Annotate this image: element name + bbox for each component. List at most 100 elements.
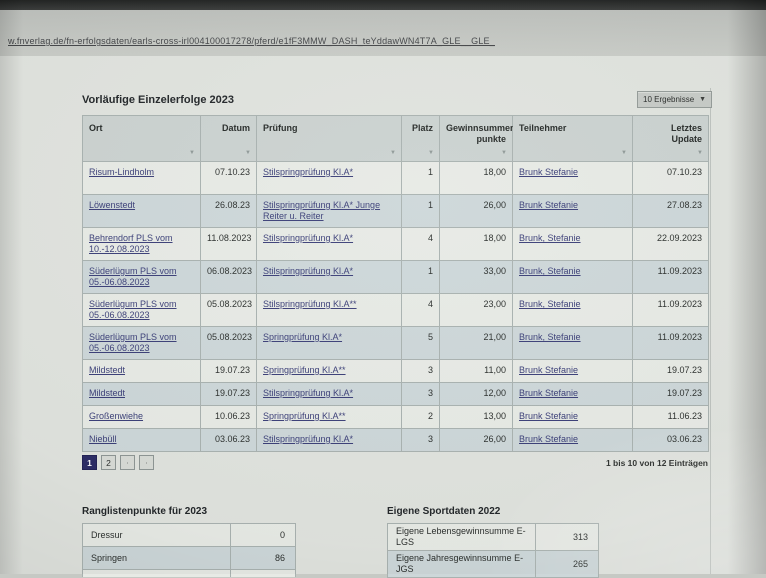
ort-link[interactable]: Behrendorf PLS vom 10.-12.08.2023 xyxy=(89,233,173,254)
browser-chrome: w.fnverlag.de/fn-erfolgsdaten/earls-cros… xyxy=(0,10,766,56)
pruefung-cell: Stilspringprüfung Kl.A* xyxy=(257,429,402,452)
gewinnsummenpunkte-cell: 18,00 xyxy=(440,162,513,195)
sort-icon[interactable]: ▼ xyxy=(697,148,703,159)
pruefung-cell: Stilspringprüfung Kl.A* xyxy=(257,383,402,406)
table-row: Süderlügum PLS vom 05.-06.08.2023 05.08.2… xyxy=(83,294,709,327)
teilnehmer-link[interactable]: Brunk Stefanie xyxy=(519,167,578,177)
pruefung-link[interactable]: Stilspringprüfung Kl.A* xyxy=(263,233,353,243)
sort-icon[interactable]: ▼ xyxy=(428,148,434,159)
teilnehmer-link[interactable]: Brunk, Stefanie xyxy=(519,266,581,276)
results-per-page-select[interactable]: 10 Ergebnisse ▼ xyxy=(637,91,712,108)
pagination-page-button[interactable]: 1 xyxy=(82,455,97,470)
last-page-icon xyxy=(146,459,147,467)
pruefung-link[interactable]: Springprüfung Kl.A** xyxy=(263,411,346,421)
platz-cell: 4 xyxy=(402,294,440,327)
datum-cell: 03.06.23 xyxy=(201,429,257,452)
pruefung-link[interactable]: Stilspringprüfung Kl.A* Junge Reiter u. … xyxy=(263,200,380,221)
teilnehmer-link[interactable]: Brunk, Stefanie xyxy=(519,299,581,309)
results-per-page-value: 10 Ergebnisse xyxy=(643,95,694,104)
column-header-gewinnsummenpunkte[interactable]: Gewinnsummen­punkte ▼ xyxy=(440,116,513,162)
column-header-pruefung[interactable]: Prüfung ▼ xyxy=(257,116,402,162)
letztes-update-cell: 07.10.23 xyxy=(633,162,709,195)
ort-cell: Risum-Lindholm xyxy=(83,162,201,195)
teilnehmer-cell: Brunk, Stefanie xyxy=(513,327,633,360)
ort-link[interactable]: Süderlügum PLS vom 05.-06.08.2023 xyxy=(89,266,177,287)
table-row: Risum-Lindholm 07.10.23 Stilspringprüfung … xyxy=(83,162,709,195)
ort-cell: Behrendorf PLS vom 10.-12.08.2023 xyxy=(83,228,201,261)
pruefung-link[interactable]: Springprüfung Kl.A* xyxy=(263,332,342,342)
sort-icon[interactable]: ▼ xyxy=(390,148,396,159)
datum-cell: 06.08.2023 xyxy=(201,261,257,294)
ort-link[interactable]: Süderlügum PLS vom 05.-06.08.2023 xyxy=(89,299,177,320)
pruefung-link[interactable]: Stilspringprüfung Kl.A* xyxy=(263,434,353,444)
ort-link[interactable]: Mildstedt xyxy=(89,388,125,398)
pagination-page-button[interactable]: 2 xyxy=(101,455,116,470)
ort-link[interactable]: Süderlügum PLS vom 05.-06.08.2023 xyxy=(89,332,177,353)
teilnehmer-link[interactable]: Brunk Stefanie xyxy=(519,411,578,421)
sort-icon[interactable]: ▼ xyxy=(621,148,627,159)
teilnehmer-cell: Brunk, Stefanie xyxy=(513,294,633,327)
teilnehmer-link[interactable]: Brunk Stefanie xyxy=(519,365,578,375)
letztes-update-cell: 19.07.23 xyxy=(633,360,709,383)
content-right-border xyxy=(710,88,711,574)
column-header-ort[interactable]: Ort ▼ xyxy=(83,116,201,162)
column-header-letztes-update[interactable]: Letztes Update ▼ xyxy=(633,116,709,162)
letztes-update-cell: 22.09.2023 xyxy=(633,228,709,261)
results-header-row: Ort ▼ Datum ▼ Prüfung ▼ Platz ▼ Gewinnsu… xyxy=(83,116,709,162)
pruefung-cell: Stilspringprüfung Kl.A* Junge Reiter u. … xyxy=(257,195,402,228)
platz-cell: 1 xyxy=(402,195,440,228)
pruefung-cell: Springprüfung Kl.A* xyxy=(257,327,402,360)
table-row: Löwenstedt 26.08.23 Stilspringprüfung Kl.A… xyxy=(83,195,709,228)
teilnehmer-link[interactable]: Brunk Stefanie xyxy=(519,200,578,210)
datum-cell: 05.08.2023 xyxy=(201,327,257,360)
platz-cell: 2 xyxy=(402,406,440,429)
teilnehmer-cell: Brunk Stefanie xyxy=(513,195,633,228)
ort-link[interactable]: Risum-Lindholm xyxy=(89,167,154,177)
ort-link[interactable]: Mildstedt xyxy=(89,365,125,375)
sort-icon[interactable]: ▼ xyxy=(245,148,251,159)
datum-cell: 05.08.2023 xyxy=(201,294,257,327)
table-row: Süderlügum PLS vom 05.-06.08.2023 06.08.2… xyxy=(83,261,709,294)
letztes-update-cell: 19.07.23 xyxy=(633,383,709,406)
pagination-summary: 1 bis 10 von 12 Einträgen xyxy=(606,458,708,468)
teilnehmer-link[interactable]: Brunk Stefanie xyxy=(519,434,578,444)
gewinnsummenpunkte-cell: 12,00 xyxy=(440,383,513,406)
pruefung-link[interactable]: Stilspringprüfung Kl.A** xyxy=(263,299,357,309)
gewinnsummenpunkte-cell: 26,00 xyxy=(440,195,513,228)
ort-link[interactable]: Niebüll xyxy=(89,434,117,444)
pruefung-link[interactable]: Springprüfung Kl.A** xyxy=(263,365,346,375)
datum-cell: 19.07.23 xyxy=(201,383,257,406)
pruefung-cell: Stilspringprüfung Kl.A* xyxy=(257,261,402,294)
pagination-last-button[interactable] xyxy=(139,455,154,470)
teilnehmer-cell: Brunk Stefanie xyxy=(513,406,633,429)
column-header-datum[interactable]: Datum ▼ xyxy=(201,116,257,162)
teilnehmer-link[interactable]: Brunk, Stefanie xyxy=(519,332,581,342)
table-row: Süderlügum PLS vom 05.-06.08.2023 05.08.2… xyxy=(83,327,709,360)
ort-cell: Niebüll xyxy=(83,429,201,452)
teilnehmer-cell: Brunk, Stefanie xyxy=(513,228,633,261)
pruefung-link[interactable]: Stilspringprüfung Kl.A* xyxy=(263,266,353,276)
gewinnsummenpunkte-cell: 21,00 xyxy=(440,327,513,360)
pagination-next-button[interactable] xyxy=(120,455,135,470)
browser-url[interactable]: w.fnverlag.de/fn-erfolgsdaten/earls-cros… xyxy=(8,36,495,46)
teilnehmer-link[interactable]: Brunk Stefanie xyxy=(519,388,578,398)
teilnehmer-link[interactable]: Brunk, Stefanie xyxy=(519,233,581,243)
platz-cell: 4 xyxy=(402,228,440,261)
pruefung-cell: Springprüfung Kl.A** xyxy=(257,406,402,429)
sort-icon[interactable]: ▼ xyxy=(501,148,507,159)
platz-cell: 3 xyxy=(402,360,440,383)
column-header-teilnehmer[interactable]: Teilnehmer ▼ xyxy=(513,116,633,162)
pruefung-link[interactable]: Stilspringprüfung Kl.A* xyxy=(263,167,353,177)
column-header-platz[interactable]: Platz ▼ xyxy=(402,116,440,162)
sort-icon[interactable]: ▼ xyxy=(189,148,195,159)
label-cell: Springen xyxy=(83,547,231,570)
letztes-update-cell: 11.09.2023 xyxy=(633,327,709,360)
partial-row xyxy=(83,570,296,577)
pruefung-link[interactable]: Stilspringprüfung Kl.A* xyxy=(263,388,353,398)
ort-link[interactable]: Löwenstedt xyxy=(89,200,135,210)
ort-link[interactable]: Großenwiehe xyxy=(89,411,143,421)
datum-cell: 26.08.23 xyxy=(201,195,257,228)
